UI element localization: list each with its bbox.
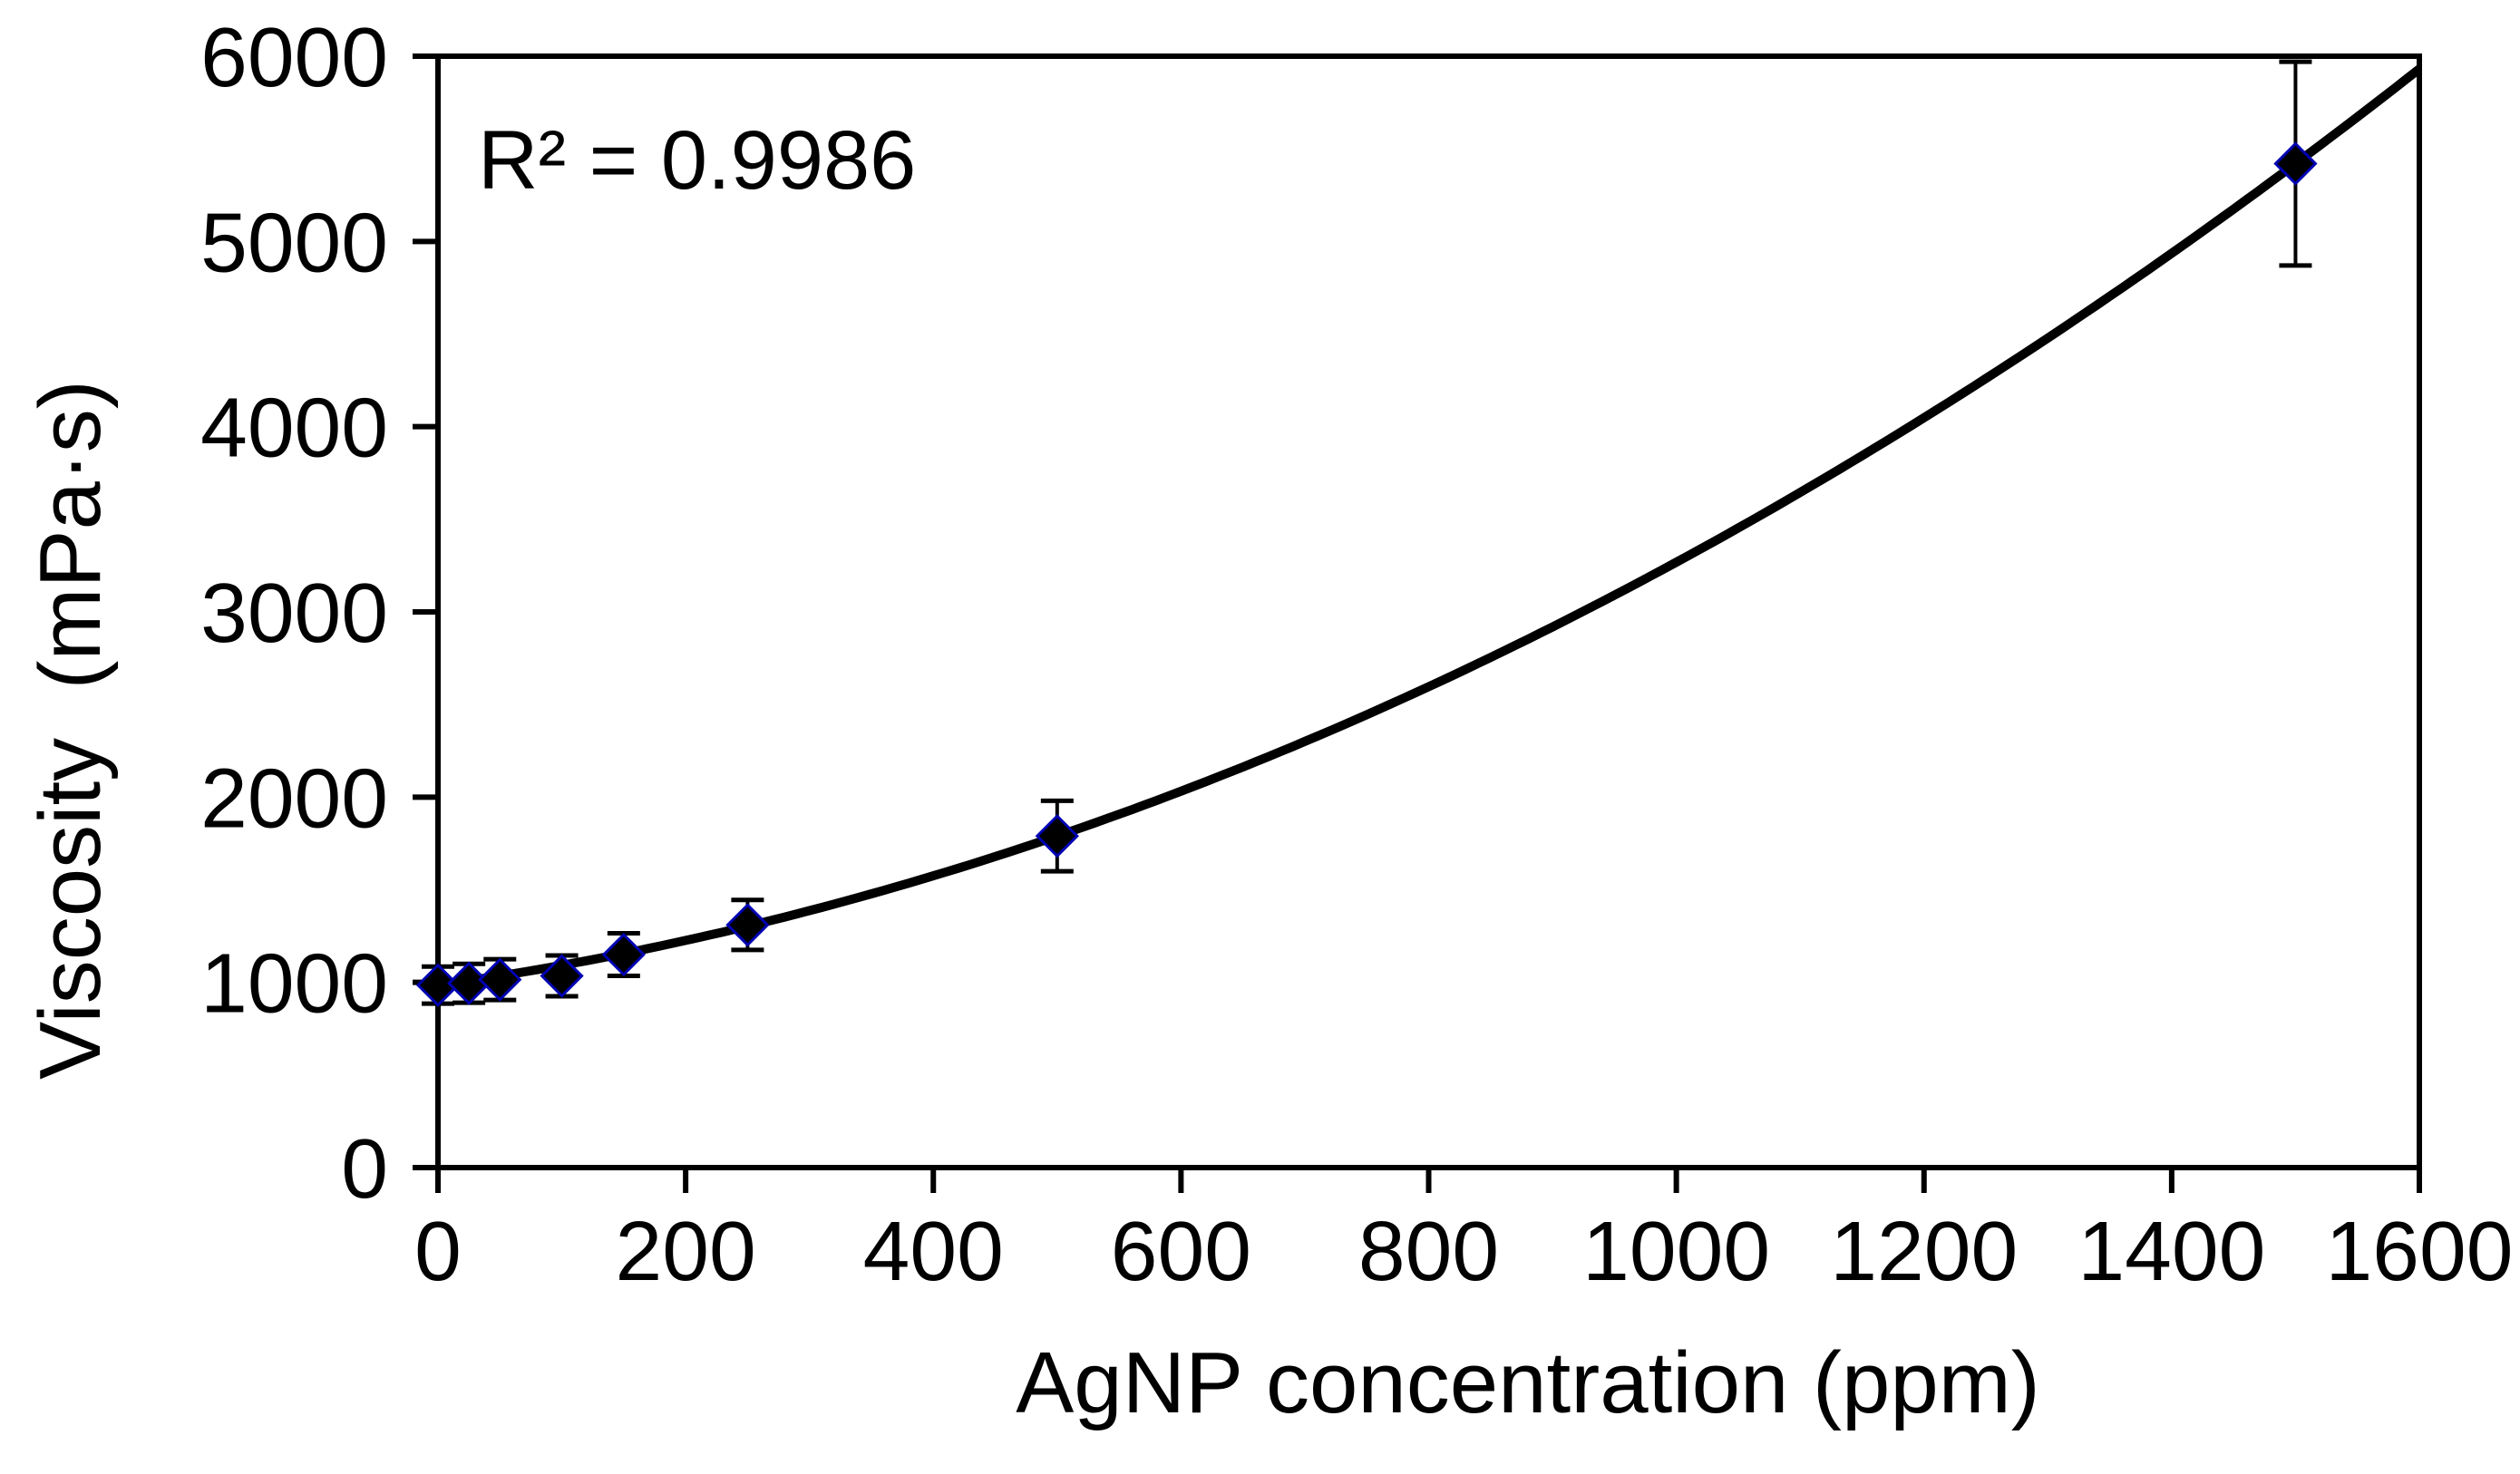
x-tick-label: 1200 xyxy=(1830,1204,2018,1298)
data-point-diamond xyxy=(415,963,461,1007)
y-tick-label: 6000 xyxy=(200,10,388,104)
y-tick-label: 3000 xyxy=(200,566,388,660)
data-point-diamond xyxy=(540,954,584,998)
r-squared-annotation: R² = 0.9986 xyxy=(478,114,916,207)
x-tick-label: 800 xyxy=(1358,1204,1499,1298)
y-tick-label: 4000 xyxy=(200,381,388,475)
data-point-diamond xyxy=(1035,814,1079,858)
y-tick-label: 2000 xyxy=(200,751,388,845)
y-axis-title: Viscosity (mPa·s) xyxy=(22,380,119,1080)
x-axis-title: AgNP concentration (ppm) xyxy=(1016,1334,2039,1431)
x-tick-label: 1600 xyxy=(2326,1204,2514,1298)
x-tick-label: 400 xyxy=(863,1204,1004,1298)
data-point-diamond xyxy=(2273,141,2318,186)
x-axis-ticks: 0 200 400 600 800 1000 1200 1400 1600 xyxy=(414,1168,2513,1298)
x-tick-label: 0 xyxy=(414,1204,462,1298)
x-tick-label: 1000 xyxy=(1582,1204,1770,1298)
x-tick-label: 1400 xyxy=(2077,1204,2265,1298)
x-tick-label: 200 xyxy=(616,1204,756,1298)
data-point-diamond xyxy=(725,903,770,947)
data-point-diamond xyxy=(478,957,522,1002)
trendline-curve xyxy=(437,65,2423,990)
trendline-path xyxy=(437,65,2423,990)
x-tick-label: 600 xyxy=(1111,1204,1251,1298)
y-tick-label: 5000 xyxy=(200,195,388,289)
plot-frame xyxy=(413,53,2422,1193)
y-tick-label: 1000 xyxy=(200,936,388,1031)
data-point-diamond xyxy=(601,932,646,977)
y-tick-label: 0 xyxy=(341,1121,388,1216)
y-axis-ticks: 0 1000 2000 3000 4000 5000 6000 xyxy=(200,10,438,1216)
data-point-markers xyxy=(415,141,2318,1007)
